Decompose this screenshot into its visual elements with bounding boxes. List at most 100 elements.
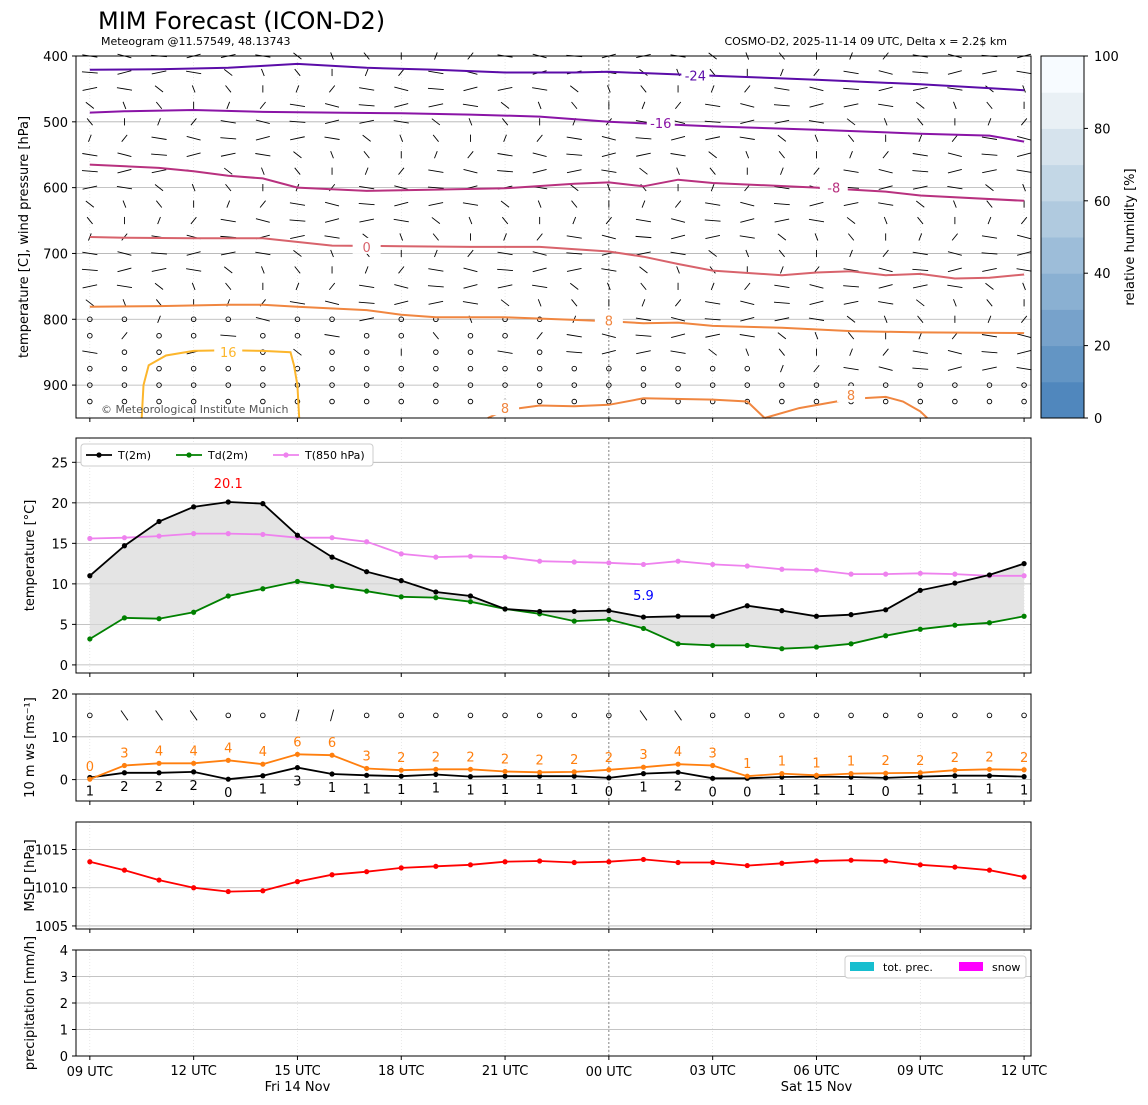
wind-barb <box>640 85 647 93</box>
wind-barb-calm <box>917 398 924 405</box>
series-point <box>744 862 750 869</box>
colorbar-tick-label: 0 <box>1094 412 1102 427</box>
data-label: 2 <box>466 750 474 765</box>
wind-barb <box>86 216 93 225</box>
wind-barb <box>671 218 686 223</box>
colorbar-segment <box>1041 128 1084 166</box>
wind-barb <box>704 219 721 222</box>
wind-barb <box>497 350 513 354</box>
series-point <box>225 888 231 895</box>
wind-barb <box>912 170 929 173</box>
wind-barb <box>532 152 547 157</box>
wind-barb-calm <box>121 365 128 372</box>
wind-barb <box>878 86 893 92</box>
series-point <box>744 603 750 609</box>
legend-label: T(850 hPa) <box>304 449 365 462</box>
wind-barb-calm <box>225 712 231 719</box>
wind-barb <box>293 348 302 356</box>
y-tick-label: 400 <box>43 50 68 65</box>
humidity-colorbar: 0 20 40 60 80 100 relative humidity [%] <box>1040 50 1138 427</box>
series-point <box>364 569 370 575</box>
wind-barb <box>428 70 444 75</box>
isotherm-label-bg <box>491 399 520 416</box>
wind-barb <box>780 167 784 175</box>
wind-barb <box>116 185 133 190</box>
series-point <box>329 771 335 777</box>
series-point <box>225 531 231 537</box>
wind-barb-calm <box>709 365 716 372</box>
wind-barb <box>601 333 616 338</box>
wind-barb-calm <box>779 712 785 719</box>
wind-barb-calm <box>363 398 370 405</box>
wind-barb <box>151 70 167 75</box>
wind-barb <box>774 218 790 223</box>
wind-barb <box>671 333 686 338</box>
series-point <box>294 879 301 885</box>
wind-barb <box>225 183 232 192</box>
series-point <box>260 586 266 592</box>
series-point <box>121 535 128 541</box>
series-point <box>294 765 301 771</box>
precipitation-panel: 0 1 2 3 4 precipitation [mm/h] tot. prec. snow <box>23 936 1032 1070</box>
wind-barb-calm <box>329 365 335 372</box>
wind-barb-calm <box>606 365 612 372</box>
wind-barb <box>808 120 825 124</box>
wind-barb <box>882 348 889 356</box>
wind-barb <box>293 151 302 159</box>
wind-barb <box>1020 118 1028 126</box>
wind-barb <box>985 184 994 192</box>
wind-barb <box>947 267 962 273</box>
wind-barb <box>878 202 894 206</box>
wind-barb <box>641 299 646 307</box>
wind-barb <box>883 118 888 126</box>
wind-barb-calm <box>87 316 93 323</box>
wind-barb <box>566 252 583 255</box>
wind-barb <box>674 200 682 208</box>
series-point <box>883 858 889 864</box>
series-line <box>89 753 1025 781</box>
y-tick-label: 20 <box>51 497 68 512</box>
series-point <box>917 570 923 576</box>
data-label: 1 <box>397 783 405 798</box>
figure-subtitle-left: Meteogram @11.57549, 48.13743 <box>101 35 291 48</box>
series-point <box>606 775 612 781</box>
wind-barb <box>773 203 790 206</box>
wind-barb <box>773 301 790 304</box>
wind-barb-calm <box>813 712 820 719</box>
series-point <box>121 770 128 776</box>
wind-barb <box>536 233 543 241</box>
wind-barb <box>255 317 270 322</box>
wind-barb-calm <box>329 382 335 388</box>
wind-barb <box>117 267 132 273</box>
wind-barb-calm <box>779 398 785 405</box>
colorbar-segment <box>1041 273 1084 310</box>
wind-barb <box>566 136 582 140</box>
wind-barb <box>705 301 721 305</box>
wind-barb <box>120 710 129 721</box>
wind-barb <box>121 332 128 340</box>
wind-barb <box>81 71 98 74</box>
wind-barb-calm <box>536 365 543 372</box>
wind-barb-calm <box>260 365 266 372</box>
wind-barb <box>774 87 790 91</box>
wind-barb <box>328 282 336 291</box>
wind-barb-calm <box>675 365 681 372</box>
wind-barb <box>191 183 196 192</box>
wind-barb-calm <box>398 316 405 323</box>
wind-barb <box>117 70 132 75</box>
wind-barb <box>739 235 755 239</box>
wind-barb <box>226 101 231 110</box>
series-point <box>433 766 439 772</box>
data-label: 2 <box>536 753 544 768</box>
wind-barb <box>503 233 507 241</box>
wind-barb <box>225 282 232 291</box>
wind-barb-calm <box>917 712 924 719</box>
y-tick-label: 0 <box>60 774 68 789</box>
wind-barb <box>537 299 542 307</box>
series-point <box>225 499 231 505</box>
wind-barb-calm <box>640 365 647 372</box>
wind-barb-calm <box>502 382 508 388</box>
wind-barb <box>639 167 648 175</box>
wind-barb-calm <box>848 712 854 719</box>
